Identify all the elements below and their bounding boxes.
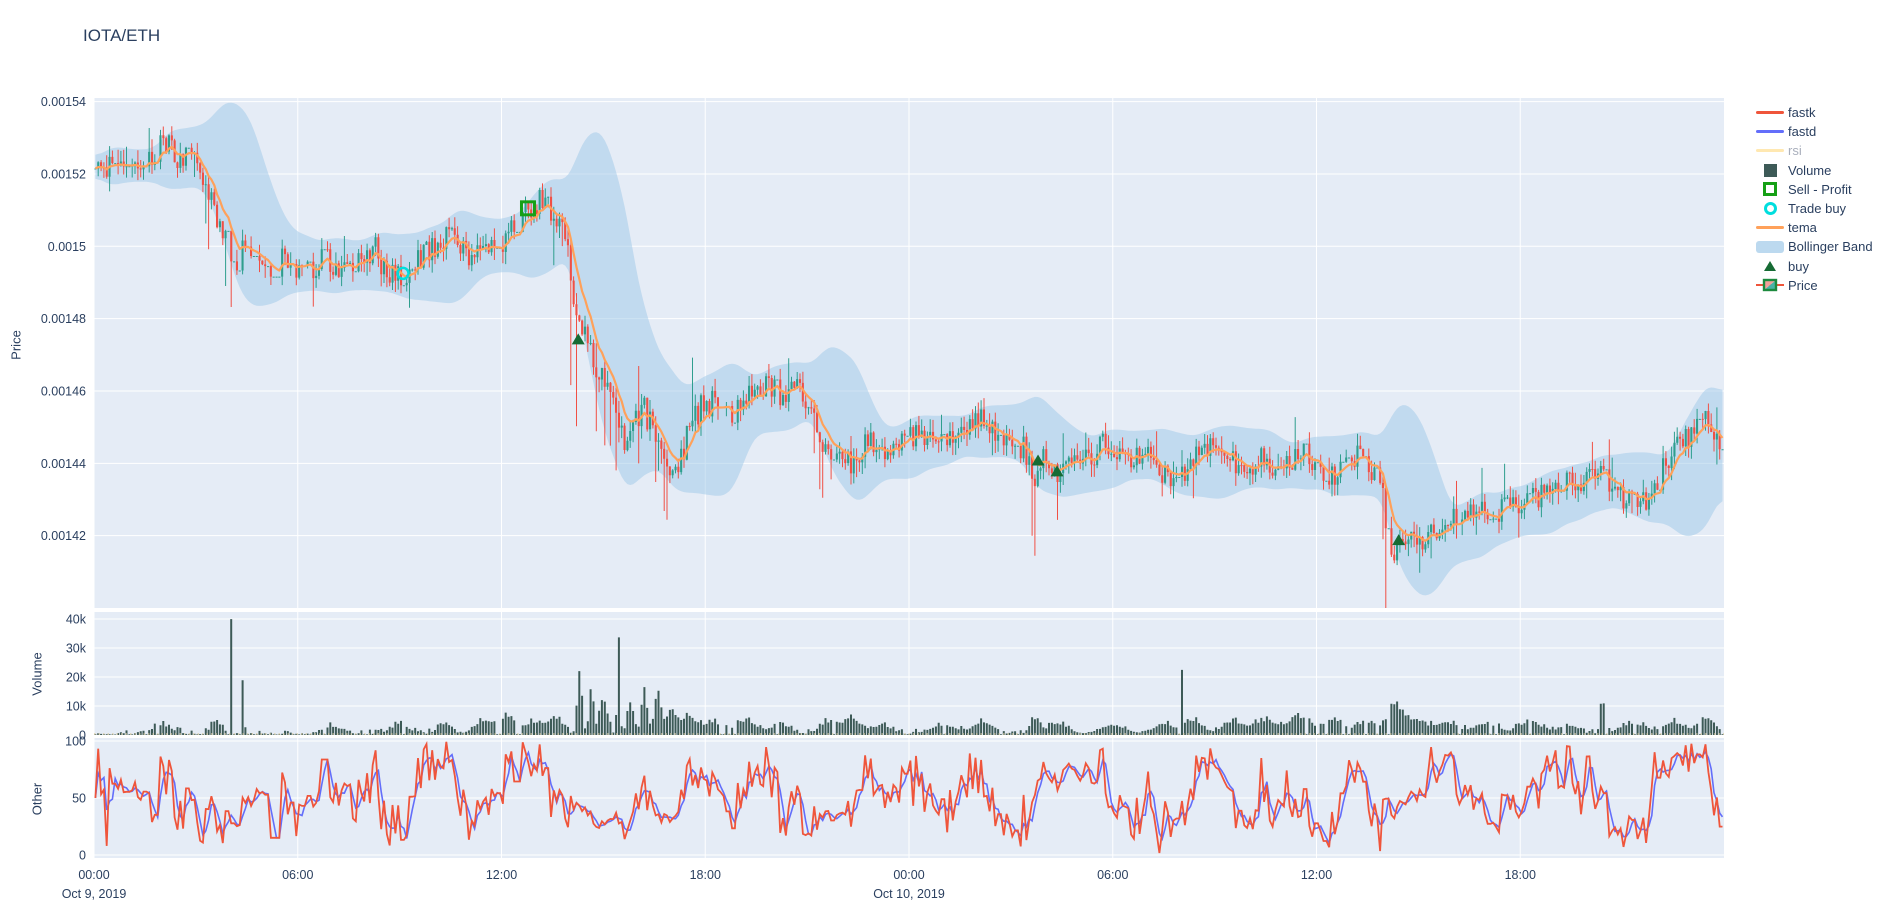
legend: fastk fastd rsi Volume Sell - Profit Trade bu… <box>1752 103 1873 295</box>
legend-item-buy[interactable]: buy <box>1752 257 1873 276</box>
volume-tick-label: 40k <box>66 612 87 626</box>
legend-label: Trade buy <box>1788 201 1847 217</box>
x-tick-label: 06:00 <box>1097 868 1128 882</box>
candles <box>94 126 1724 608</box>
buy-marker <box>1392 534 1406 546</box>
legend-label: Sell - Profit <box>1788 181 1852 197</box>
other-tick-label: 0 <box>79 849 86 863</box>
legend-item-fastd[interactable]: fastd <box>1752 122 1873 141</box>
other-axis-title: Other <box>29 782 45 816</box>
legend-label: Bollinger Band <box>1788 239 1873 255</box>
candle-swatch-icon <box>1752 278 1788 292</box>
sell-profit-marker <box>519 200 536 217</box>
legend-item-tema[interactable]: tema <box>1752 218 1873 237</box>
legend-label: fastk <box>1788 105 1816 121</box>
legend-label: rsi <box>1788 143 1802 159</box>
legend-item-sell-profit[interactable]: Sell - Profit <box>1752 180 1873 199</box>
price-tick-label: 0.0015 <box>48 240 86 254</box>
x-tick-label: 00:00 <box>78 868 109 882</box>
x-date-label: Oct 9, 2019 <box>62 887 127 901</box>
line-swatch-icon <box>1752 130 1788 134</box>
legend-label: tema <box>1788 220 1817 236</box>
price-tick-label: 0.00146 <box>41 384 86 398</box>
x-date-label: Oct 10, 2019 <box>873 887 945 901</box>
chart-title: IOTA/ETH <box>83 26 161 45</box>
other-tick-label: 50 <box>72 792 86 806</box>
volume-tick-label: 20k <box>66 670 87 684</box>
price-tick-label: 0.00152 <box>41 167 86 181</box>
legend-label: buy <box>1788 258 1809 274</box>
band-swatch-icon <box>1752 240 1788 253</box>
open-square-swatch-icon <box>1752 182 1788 197</box>
volume-tick-label: 0 <box>79 729 86 743</box>
price-axis-title: Price <box>8 330 24 360</box>
square-swatch-icon <box>1752 163 1788 177</box>
legend-item-price[interactable]: Price <box>1752 276 1873 295</box>
x-tick-label: 00:00 <box>893 868 924 882</box>
gridlines <box>93 98 1724 858</box>
price-tick-label: 0.00142 <box>41 529 86 543</box>
legend-item-volume[interactable]: Volume <box>1752 161 1873 180</box>
line-swatch-icon <box>1752 111 1788 115</box>
x-tick-label: 12:00 <box>1301 868 1332 882</box>
legend-label: Price <box>1788 277 1818 293</box>
legend-label: fastd <box>1788 124 1817 140</box>
x-tick-label: 18:00 <box>690 868 721 882</box>
x-tick-label: 06:00 <box>282 868 313 882</box>
x-tick-label: 12:00 <box>486 868 517 882</box>
tema-line <box>94 145 1724 542</box>
buy-marker <box>571 333 585 345</box>
bollinger-band-area <box>95 102 1723 596</box>
legend-item-trade-buy[interactable]: Trade buy <box>1752 199 1873 218</box>
legend-item-fastk[interactable]: fastk <box>1752 103 1873 122</box>
line-swatch-icon <box>1752 149 1788 153</box>
legend-item-rsi[interactable]: rsi <box>1752 141 1873 160</box>
volume-tick-label: 10k <box>66 699 87 713</box>
x-tick-label: 18:00 <box>1505 868 1536 882</box>
buy-marker <box>1031 454 1045 466</box>
price-tick-label: 0.00148 <box>41 312 86 326</box>
trade-buy-marker <box>396 266 410 281</box>
volume-tick-label: 30k <box>66 641 87 655</box>
buy-marker <box>1050 465 1064 477</box>
price-tick-label: 0.00144 <box>41 457 86 471</box>
triangle-swatch-icon <box>1752 261 1788 272</box>
legend-label: Volume <box>1788 162 1832 178</box>
legend-item-bollinger-band[interactable]: Bollinger Band <box>1752 237 1873 256</box>
price-tick-label: 0.00154 <box>41 95 86 109</box>
line-swatch-icon <box>1752 226 1788 230</box>
volume-axis-title: Volume <box>29 652 45 696</box>
other-tick-label: 100 <box>65 735 86 749</box>
fastk-line <box>94 740 1723 854</box>
open-circle-swatch-icon <box>1752 202 1788 216</box>
